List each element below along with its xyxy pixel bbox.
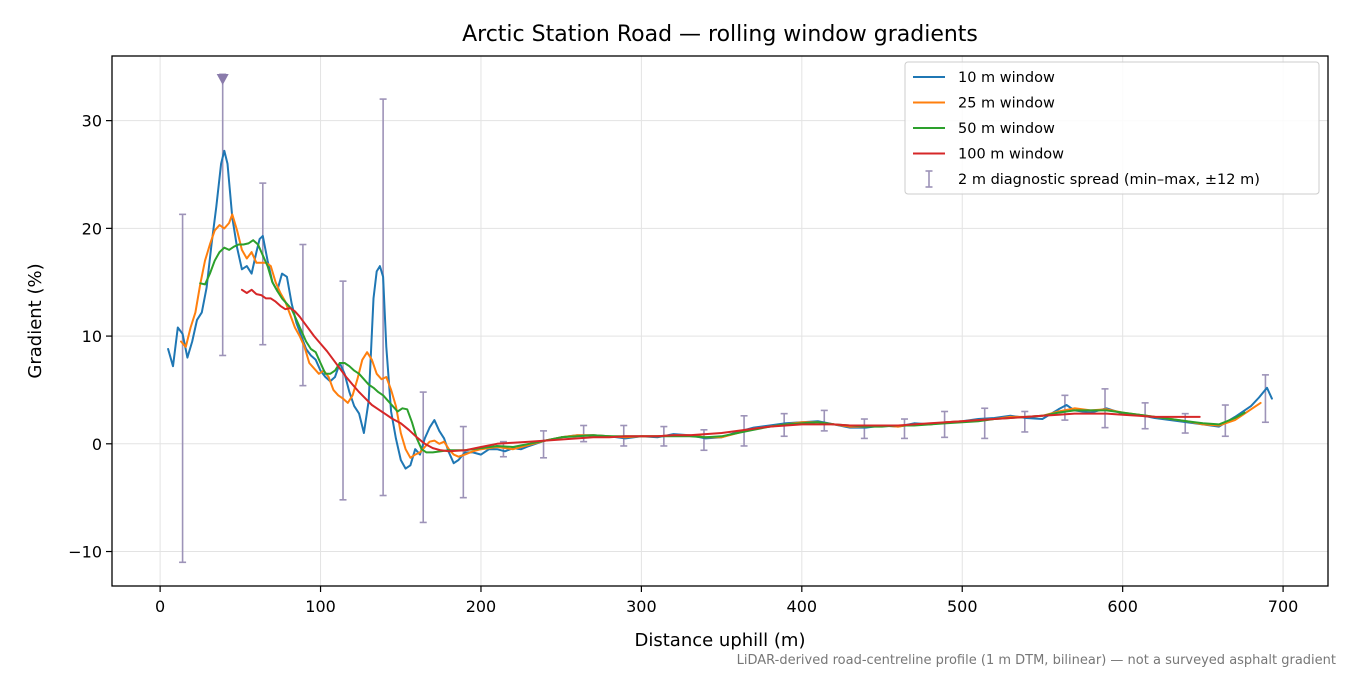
legend-label-2: 50 m window: [958, 121, 1055, 137]
spread-bar-22: [1061, 394, 1069, 421]
legend-label-1: 25 m window: [958, 96, 1055, 112]
legend: 10 m window 25 m window 50 m window 100 m w…: [904, 61, 1320, 195]
spread-bar-13: [700, 429, 708, 452]
legend-label-spread: 2 m diagnostic spread (min–max, ±12 m): [958, 172, 1260, 188]
spread-bar-3: [299, 243, 307, 387]
x-tick-label-5: 500: [947, 597, 978, 616]
x-tick-label-4: 400: [787, 597, 818, 616]
y-tick-label-4: 30: [82, 112, 102, 131]
spread-bar-1: [219, 73, 227, 357]
footnote: LiDAR-derived road-centreline profile (1…: [737, 653, 1336, 668]
x-tick-label-6: 600: [1107, 597, 1138, 616]
clipped-marker: [216, 74, 229, 85]
spread-bar-6: [419, 391, 427, 524]
spread-bar-2: [259, 182, 267, 346]
series-line-0: [167, 149, 1273, 470]
spread-bar-16: [820, 409, 828, 432]
y-axis-label: Gradient (%): [25, 263, 46, 378]
spread-bar-10: [580, 424, 588, 443]
spread-bar-17: [860, 418, 868, 440]
series-line-3: [240, 288, 1201, 453]
x-tick-label-2: 200: [466, 597, 497, 616]
spread-bar-19: [941, 410, 949, 439]
x-tick-label-3: 300: [626, 597, 657, 616]
spread-bar-26: [1221, 404, 1229, 438]
spread-bar-4: [339, 280, 347, 501]
spread-bar-0: [179, 213, 187, 564]
chart-title: Arctic Station Road — rolling window gra…: [462, 22, 978, 47]
y-tick-label-0: −10: [68, 543, 102, 562]
legend-swatch-spread: [925, 170, 933, 188]
legend-label-3: 100 m window: [958, 147, 1064, 163]
plot-area: [167, 73, 1273, 564]
legend-label-0: 10 m window: [958, 70, 1055, 86]
x-tick-label-1: 100: [305, 597, 336, 616]
x-axis-label: Distance uphill (m): [635, 630, 806, 651]
x-tick-label-0: 0: [155, 597, 165, 616]
spread-bar-27: [1261, 374, 1269, 424]
series-line-2: [199, 239, 1246, 454]
spread-bar-20: [981, 407, 989, 440]
y-tick-label-2: 10: [82, 327, 102, 346]
spread-bar-9: [540, 430, 548, 459]
plot-frame: [111, 55, 1329, 587]
y-tick-label-1: 0: [92, 435, 102, 454]
legend-box: [904, 61, 1320, 195]
y-tick-label-3: 20: [82, 219, 102, 238]
spread-bar-18: [900, 418, 908, 440]
axis-ticks: 0 100 200 300 400 500 600 700 −10 0 10 20 30: [68, 112, 1298, 616]
x-tick-label-7: 700: [1268, 597, 1299, 616]
spread-bar-21: [1021, 410, 1029, 433]
spread-bar-7: [459, 425, 467, 499]
